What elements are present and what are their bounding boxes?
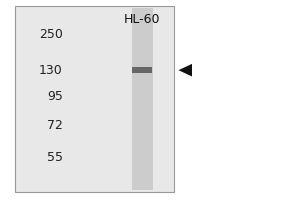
Bar (132, 67, 152, 73)
Text: 130: 130 (39, 64, 63, 77)
Text: 55: 55 (47, 151, 63, 164)
Bar (15, 6, 174, 192)
Polygon shape (178, 64, 192, 76)
Text: 72: 72 (47, 119, 63, 132)
Text: 250: 250 (39, 28, 63, 41)
Bar (132, 8, 153, 190)
Text: 95: 95 (47, 90, 63, 103)
Text: HL-60: HL-60 (124, 13, 160, 26)
